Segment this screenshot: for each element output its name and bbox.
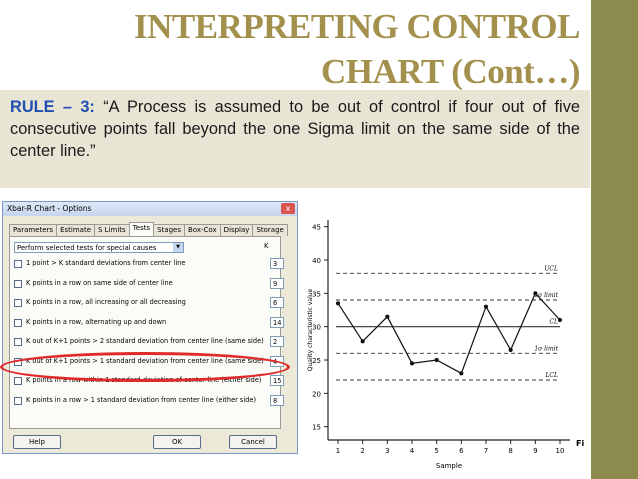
data-point — [360, 339, 365, 344]
help-button[interactable]: Help — [13, 435, 61, 449]
data-point — [409, 361, 415, 366]
dialog-titlebar: Xbar-R Chart - Options x — [3, 202, 297, 216]
y-tick-label: 35 — [312, 290, 321, 298]
chevron-down-icon[interactable]: ▼ — [173, 243, 183, 252]
title-line-1: INTERPRETING CONTROL — [133, 7, 581, 46]
slide-title: INTERPRETING CONTROL CHART (Cont…) — [110, 4, 581, 94]
x-axis-label: Sample — [436, 462, 462, 470]
x-tick-label: 3 — [385, 447, 389, 455]
page-number: 14 — [597, 388, 631, 414]
test-label: K points in a row on same side of center… — [26, 278, 173, 287]
dialog-title: Xbar-R Chart - Options — [7, 204, 92, 213]
test-label: 1 point > K standard deviations from cen… — [26, 259, 186, 267]
tab-parameters[interactable]: Parameters — [9, 224, 58, 236]
x-tick-label: 6 — [459, 447, 464, 455]
test-k-input[interactable]: 9 — [270, 277, 284, 289]
tab-bar: Parameters Estimate S Limits Tests Stages Box… — [9, 222, 288, 236]
tab-storage[interactable]: Storage — [252, 224, 288, 236]
test-row: K points in a row > 1 standard deviation… — [14, 394, 284, 408]
x-tick-label: 10 — [556, 447, 565, 455]
y-tick-label: 40 — [312, 257, 321, 265]
data-point — [483, 304, 489, 309]
options-dialog: Xbar-R Chart - Options x Parameters Estim… — [2, 201, 298, 454]
y-tick-label: 25 — [312, 357, 321, 365]
y-axis-label: Quality characteristic value — [307, 288, 314, 371]
title-line-2: CHART (Cont…) — [321, 52, 581, 91]
test-k-input[interactable]: 15 — [270, 375, 284, 386]
rule-text: “A Process is assumed to be out of contr… — [10, 98, 580, 160]
tests-select-value: Perform selected tests for special cause… — [17, 244, 157, 252]
test-k-input[interactable]: 14 — [270, 316, 284, 328]
series-line — [337, 292, 561, 375]
reference-label: UCL — [544, 265, 558, 272]
reference-label: LCL — [544, 372, 558, 379]
test-checkbox[interactable] — [14, 396, 22, 405]
highlight-oval — [0, 352, 290, 382]
x-tick-label: 7 — [484, 447, 488, 455]
tests-panel: Perform selected tests for special cause… — [9, 236, 284, 429]
test-checkbox[interactable] — [14, 260, 22, 268]
x-tick-label: 5 — [434, 447, 438, 455]
reference-label: CL — [549, 319, 558, 326]
data-point — [533, 291, 538, 296]
y-tick-label: 45 — [312, 224, 321, 232]
test-k-input[interactable]: 2 — [270, 336, 284, 347]
k-header: K — [264, 242, 269, 250]
test-label: K points in a row > 1 standard deviation… — [26, 395, 257, 404]
tab-s-limits[interactable]: S Limits — [94, 224, 130, 236]
test-k-input[interactable]: 6 — [270, 297, 284, 308]
data-point — [385, 314, 390, 319]
test-label: K out of K+1 points > 2 standard deviati… — [26, 337, 264, 345]
x-tick-label: 1 — [336, 447, 340, 455]
reference-label: 1σ limit — [534, 292, 558, 299]
x-tick-label: 4 — [410, 447, 415, 455]
test-row: K points in a row, alternating up and do… — [14, 316, 284, 330]
test-row: K points in a row on same side of center… — [14, 277, 284, 291]
y-tick-label: 20 — [312, 390, 321, 398]
tests-select[interactable]: Perform selected tests for special cause… — [14, 242, 184, 253]
data-point — [508, 347, 513, 353]
test-row: 1 point > K standard deviations from cen… — [14, 258, 284, 271]
test-checkbox[interactable] — [14, 299, 22, 307]
test-k-input[interactable]: 8 — [270, 394, 284, 406]
cancel-button[interactable]: Cancel — [229, 435, 277, 449]
test-row: K out of K+1 points > 2 standard deviati… — [14, 336, 284, 349]
test-checkbox[interactable] — [14, 377, 22, 385]
x-tick-label: 2 — [360, 447, 364, 455]
test-label: K points in a row, all increasing or all… — [26, 298, 186, 306]
y-tick-label: 15 — [312, 424, 321, 432]
rule-box: RULE – 3: “A Process is assumed to be ou… — [0, 90, 590, 188]
rule-label: RULE – 3: — [10, 98, 95, 116]
data-point — [557, 317, 563, 323]
test-checkbox[interactable] — [14, 279, 22, 288]
tab-stages[interactable]: Stages — [153, 224, 185, 236]
x-tick-label: 8 — [508, 447, 512, 455]
y-tick-label: 30 — [312, 324, 321, 332]
tab-display[interactable]: Display — [219, 224, 254, 236]
tab-estimate[interactable]: Estimate — [56, 224, 95, 236]
test-row: K points in a row, all increasing or all… — [14, 297, 284, 310]
trailing-label: Fi — [576, 439, 584, 448]
tab-tests[interactable]: Tests — [128, 222, 155, 236]
test-checkbox[interactable] — [14, 318, 22, 327]
test-label: K points in a row, alternating up and do… — [26, 317, 167, 326]
test-k-input[interactable]: 3 — [270, 258, 284, 269]
data-point — [434, 357, 439, 363]
close-button[interactable]: x — [281, 203, 295, 214]
reference-label: 1σ limit — [534, 345, 558, 352]
data-point — [335, 301, 341, 306]
data-point — [459, 371, 464, 376]
test-checkbox[interactable] — [14, 338, 22, 346]
tab-box-cox[interactable]: Box-Cox — [183, 224, 221, 236]
x-tick-label: 9 — [533, 447, 537, 455]
ok-button[interactable]: OK — [153, 435, 201, 449]
